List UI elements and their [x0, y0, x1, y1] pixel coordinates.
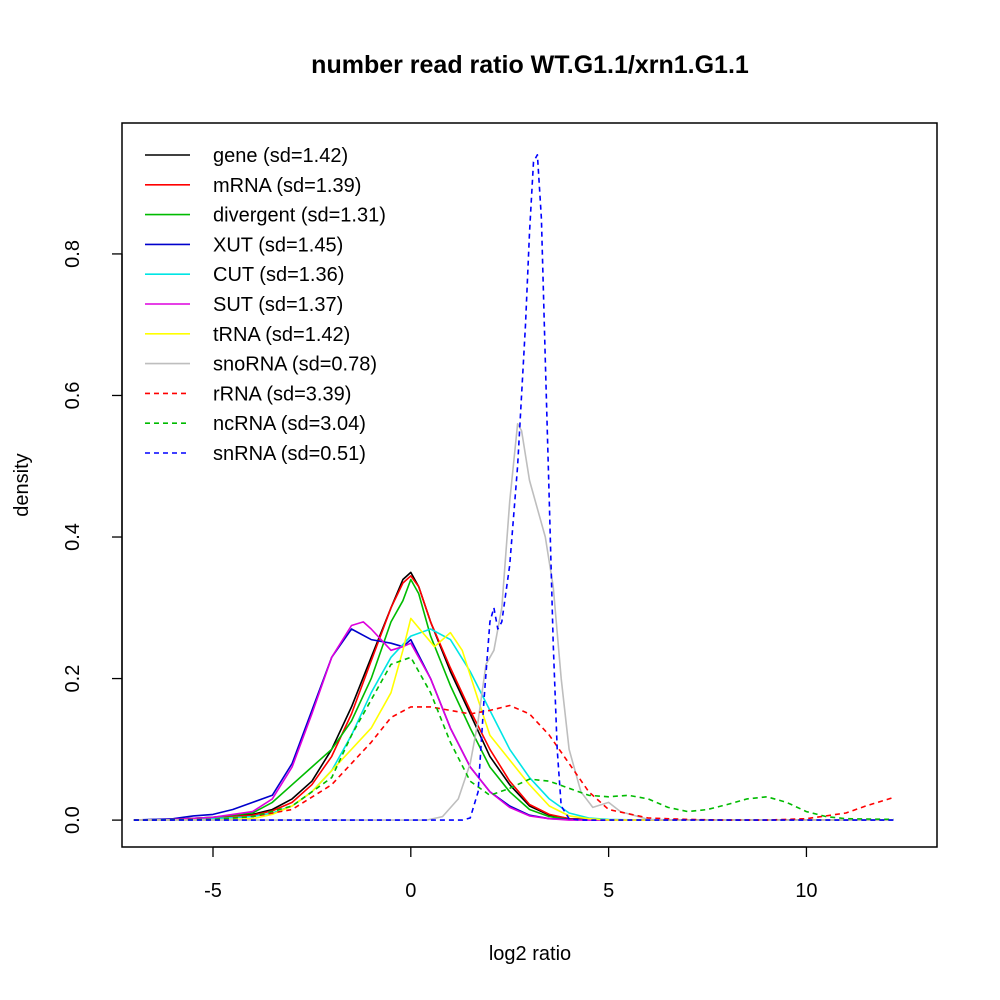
- legend-entry-XUT: XUT (sd=1.45): [145, 234, 343, 256]
- legend-entry-gene: gene (sd=1.42): [145, 145, 348, 167]
- legend-entry-divergent: divergent (sd=1.31): [145, 205, 386, 227]
- legend-label: gene (sd=1.42): [213, 145, 348, 167]
- plot-frame: [121, 122, 938, 848]
- series-line-gene: [133, 571, 894, 821]
- x-tick-label: 5: [603, 880, 614, 902]
- legend-entry-mRNA: mRNA (sd=1.39): [145, 175, 361, 197]
- series-line-tRNA: [133, 617, 894, 821]
- y-tick-label: 0.0: [62, 806, 84, 834]
- y-axis: 0.0 0.2 0.4 0.6 0.8: [62, 240, 123, 834]
- chart-title: number read ratio WT.G1.1/xrn1.G1.1: [311, 51, 749, 79]
- x-tick-label: 10: [795, 880, 817, 902]
- legend-label: rRNA (sd=3.39): [213, 383, 351, 405]
- legend-label: snRNA (sd=0.51): [213, 443, 366, 465]
- series-line-SUT: [133, 621, 894, 821]
- series-line-rRNA: [133, 704, 894, 821]
- legend-entry-ncRNA: ncRNA (sd=3.04): [145, 413, 366, 435]
- y-tick-label: 0.2: [62, 665, 84, 693]
- legend-label: tRNA (sd=1.42): [213, 324, 350, 346]
- series-line-snRNA: [133, 154, 894, 821]
- legend-entry-snoRNA: snoRNA (sd=0.78): [145, 354, 377, 376]
- x-axis-label: log2 ratio: [489, 943, 571, 965]
- series-line-ncRNA: [133, 656, 894, 821]
- series-line-divergent: [133, 578, 894, 821]
- legend-label: SUT (sd=1.37): [213, 294, 343, 316]
- legend: gene (sd=1.42) mRNA (sd=1.39) divergent (s…: [145, 145, 386, 465]
- legend-label: snoRNA (sd=0.78): [213, 354, 377, 376]
- legend-label: XUT (sd=1.45): [213, 234, 343, 256]
- legend-label: ncRNA (sd=3.04): [213, 413, 366, 435]
- legend-label: divergent (sd=1.31): [213, 205, 386, 227]
- y-tick-label: 0.4: [62, 523, 84, 551]
- x-tick-label: -5: [204, 880, 222, 902]
- legend-entry-snRNA: snRNA (sd=0.51): [145, 443, 366, 465]
- x-axis: -5 0 5 10: [204, 846, 818, 902]
- y-tick-label: 0.6: [62, 382, 84, 410]
- legend-label: mRNA (sd=1.39): [213, 175, 361, 197]
- series-line-XUT: [133, 628, 894, 821]
- y-tick-label: 0.8: [62, 240, 84, 268]
- series-line-snoRNA: [133, 423, 894, 821]
- legend-label: CUT (sd=1.36): [213, 264, 344, 286]
- series-line-CUT: [133, 628, 894, 821]
- y-axis-label: density: [11, 453, 33, 516]
- legend-entry-rRNA: rRNA (sd=3.39): [145, 383, 351, 405]
- legend-entry-SUT: SUT (sd=1.37): [145, 294, 343, 316]
- series-line-mRNA: [133, 575, 894, 821]
- series-layer: [133, 154, 894, 821]
- legend-entry-CUT: CUT (sd=1.36): [145, 264, 344, 286]
- legend-entry-tRNA: tRNA (sd=1.42): [145, 324, 350, 346]
- x-tick-label: 0: [405, 880, 416, 902]
